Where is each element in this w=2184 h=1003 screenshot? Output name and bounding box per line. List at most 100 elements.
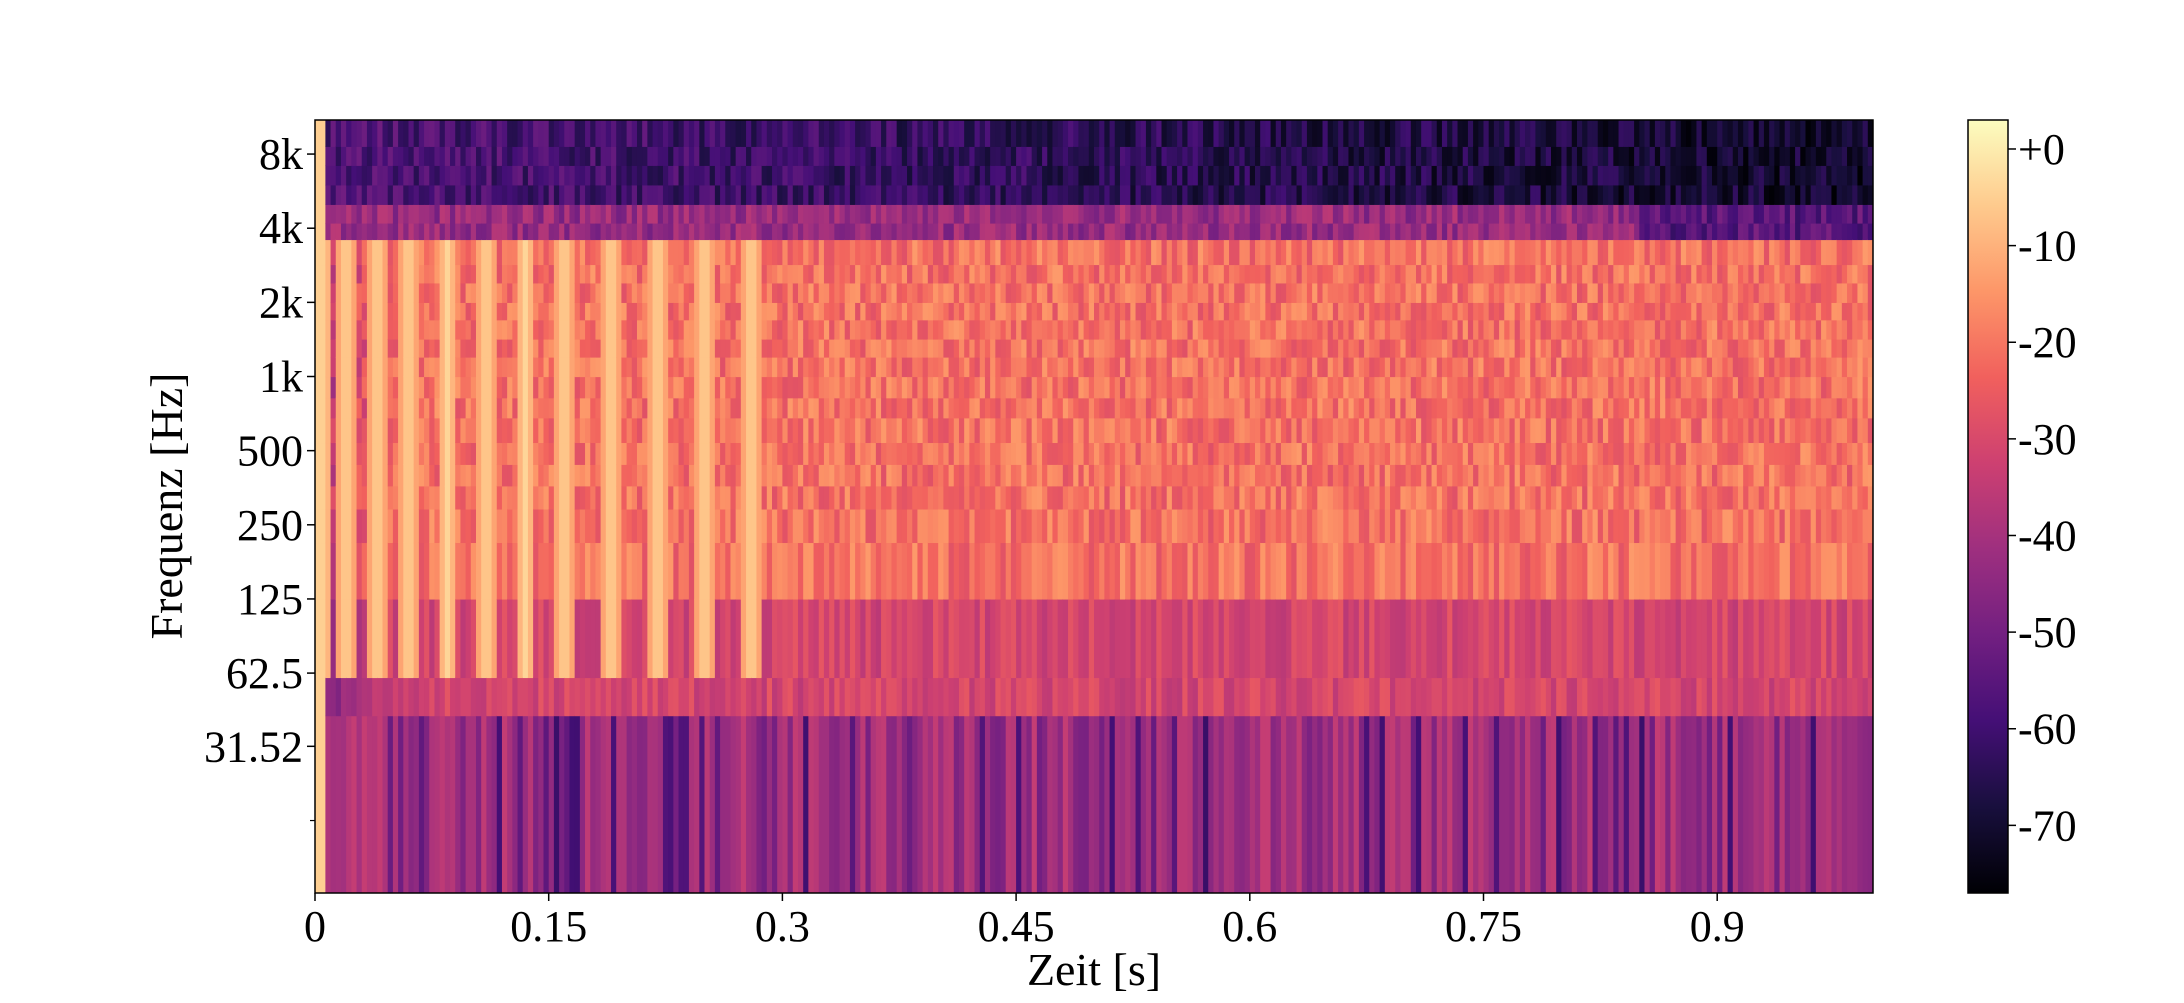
heatmap-cell bbox=[917, 222, 924, 241]
heatmap-cell bbox=[1265, 184, 1272, 205]
heatmap-cell bbox=[413, 542, 420, 600]
heatmap-cell bbox=[647, 397, 654, 419]
heatmap-cell bbox=[1187, 442, 1194, 465]
heatmap-cell bbox=[595, 146, 602, 166]
heatmap-cell bbox=[1088, 417, 1095, 444]
heatmap-cell bbox=[522, 677, 529, 717]
heatmap-cell bbox=[1213, 442, 1220, 465]
heatmap-cell bbox=[496, 677, 503, 717]
heatmap-cell bbox=[709, 184, 716, 205]
heatmap-cell bbox=[855, 677, 861, 717]
heatmap-cell bbox=[1182, 120, 1189, 147]
heatmap-cell bbox=[1317, 239, 1324, 266]
heatmap-cell bbox=[1229, 302, 1235, 321]
heatmap-cell bbox=[512, 120, 519, 147]
heatmap-cell bbox=[1182, 485, 1189, 510]
heatmap-cell bbox=[382, 442, 389, 465]
heatmap-cell bbox=[501, 165, 508, 186]
heatmap-cell bbox=[1254, 264, 1261, 284]
heatmap-cell bbox=[1145, 264, 1152, 284]
heatmap-cell bbox=[1187, 239, 1194, 266]
heatmap-cell bbox=[870, 357, 877, 378]
heatmap-cell bbox=[517, 357, 524, 378]
heatmap-cell bbox=[1327, 464, 1334, 487]
heatmap-cell bbox=[595, 302, 602, 321]
heatmap-cell bbox=[387, 464, 394, 487]
heatmap-cell bbox=[808, 204, 815, 224]
heatmap-cell bbox=[1223, 357, 1230, 378]
heatmap-cell bbox=[553, 397, 560, 419]
heatmap-cell bbox=[351, 677, 358, 717]
heatmap-cell bbox=[1286, 239, 1292, 266]
heatmap-cell bbox=[465, 376, 472, 399]
heatmap-cell bbox=[933, 376, 939, 399]
heatmap-cell bbox=[881, 442, 887, 465]
heatmap-cell bbox=[772, 120, 778, 147]
heatmap-cell bbox=[834, 165, 841, 186]
heatmap-cell bbox=[756, 204, 763, 224]
heatmap-cell bbox=[647, 222, 654, 241]
heatmap-cell bbox=[823, 715, 830, 893]
heatmap-cell bbox=[683, 397, 690, 419]
heatmap-cell bbox=[699, 184, 706, 205]
heatmap-cell bbox=[839, 442, 846, 465]
heatmap-cell bbox=[844, 464, 851, 487]
heatmap-cell bbox=[1223, 184, 1230, 205]
heatmap-cell bbox=[444, 204, 451, 224]
heatmap-cell bbox=[1042, 542, 1048, 600]
heatmap-cell bbox=[766, 184, 773, 205]
heatmap-cell bbox=[1338, 264, 1344, 284]
heatmap-cell bbox=[424, 508, 430, 544]
heatmap-cell bbox=[496, 357, 503, 378]
heatmap-cell bbox=[1156, 442, 1163, 465]
heatmap-cell bbox=[1338, 508, 1344, 544]
heatmap-cell bbox=[964, 485, 970, 510]
heatmap-cell bbox=[870, 282, 877, 303]
heatmap-cell bbox=[896, 204, 903, 224]
heatmap-cell bbox=[787, 282, 794, 303]
heatmap-cell bbox=[486, 264, 493, 284]
heatmap-cell bbox=[512, 442, 519, 465]
heatmap-cell bbox=[777, 542, 783, 600]
heatmap-cell bbox=[917, 485, 924, 510]
heatmap-cell bbox=[823, 239, 830, 266]
heatmap-cell bbox=[1125, 264, 1131, 284]
heatmap-cell bbox=[1208, 417, 1215, 444]
heatmap-cell bbox=[621, 204, 628, 224]
heatmap-cell bbox=[772, 715, 778, 893]
heatmap-cell bbox=[647, 239, 654, 266]
heatmap-cell bbox=[1353, 677, 1360, 717]
heatmap-cell bbox=[491, 376, 498, 399]
heatmap-cell bbox=[408, 120, 415, 147]
heatmap-cell bbox=[881, 677, 887, 717]
heatmap-cell bbox=[315, 120, 321, 147]
heatmap-cell bbox=[1119, 357, 1126, 378]
heatmap-cell bbox=[725, 319, 732, 340]
heatmap-cell bbox=[1140, 339, 1147, 358]
heatmap-cell bbox=[1369, 146, 1376, 166]
heatmap-cell bbox=[766, 464, 773, 487]
heatmap-cell bbox=[881, 715, 887, 893]
heatmap-cell bbox=[865, 282, 872, 303]
heatmap-cell bbox=[839, 239, 846, 266]
heatmap-cell bbox=[979, 598, 986, 679]
heatmap-cell bbox=[777, 442, 783, 465]
heatmap-cell bbox=[315, 165, 321, 186]
heatmap-cell bbox=[813, 204, 820, 224]
heatmap-cell bbox=[1130, 319, 1137, 340]
heatmap-cell bbox=[865, 442, 872, 465]
heatmap-cell bbox=[1005, 485, 1012, 510]
heatmap-cell bbox=[636, 542, 643, 600]
heatmap-cell bbox=[709, 339, 716, 358]
heatmap-cell bbox=[361, 508, 368, 544]
heatmap-cell bbox=[704, 120, 711, 147]
heatmap-cell bbox=[382, 302, 389, 321]
heatmap-cell bbox=[481, 485, 487, 510]
heatmap-cell bbox=[995, 339, 1002, 358]
heatmap-cell bbox=[673, 239, 680, 266]
heatmap-cell bbox=[792, 442, 799, 465]
heatmap-cell bbox=[460, 222, 467, 241]
heatmap-cell bbox=[1151, 184, 1157, 205]
heatmap-cell bbox=[922, 417, 929, 444]
